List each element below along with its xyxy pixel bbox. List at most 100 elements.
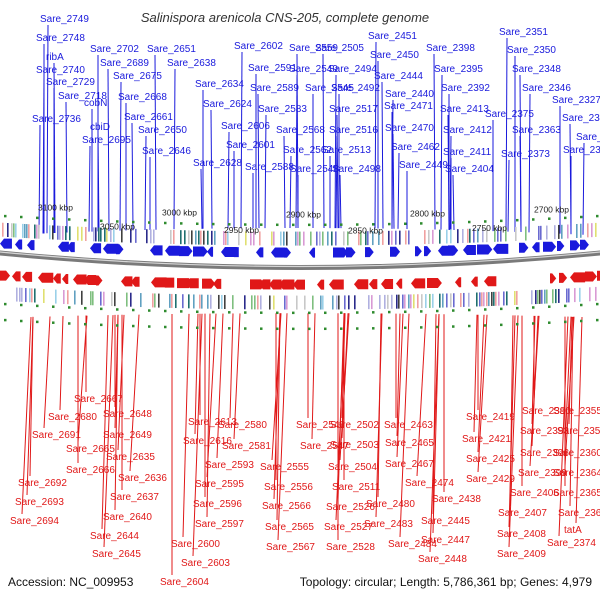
cog-feature	[198, 230, 200, 245]
cog-feature	[38, 224, 40, 239]
gene-label-bottom: Sare_2597	[195, 519, 244, 530]
cog-feature	[303, 231, 305, 246]
gene-arrow-forward	[580, 239, 589, 250]
kbp-tick-label: 3000 kbp	[162, 208, 197, 218]
cog-feature	[371, 295, 373, 310]
cog-feature	[439, 229, 441, 244]
cog-feature	[493, 291, 495, 306]
scale-tick-dot	[388, 310, 391, 314]
gene-label-top: Sare_2462	[391, 142, 440, 153]
cog-feature	[589, 287, 591, 302]
cog-feature	[193, 294, 195, 309]
gene-label-top: Sare_2749	[40, 14, 89, 25]
gene-label-top: Sare_2517	[329, 104, 378, 115]
cog-feature	[284, 295, 286, 310]
cog-feature	[462, 228, 464, 243]
scale-tick-dot	[4, 302, 7, 306]
bottom-label-connector	[477, 314, 485, 453]
scale-tick-dot	[148, 325, 151, 328]
genome-summary: Topology: circular; Length: 5,786,361 bp…	[300, 575, 593, 589]
gene-arrow-reverse	[259, 279, 271, 290]
gene-arrow-forward	[365, 247, 374, 258]
gene-label-top: Sare_2411	[443, 147, 492, 158]
cog-feature	[505, 227, 507, 242]
bottom-label-connector	[508, 315, 519, 548]
cog-feature	[113, 228, 115, 243]
kbp-tick-label: 2800 kbp	[410, 208, 445, 218]
gene-label-bottom: Sare_2547	[300, 441, 349, 452]
cog-feature	[28, 224, 30, 239]
gene-label-top: Sare_2718	[58, 91, 107, 102]
scale-tick-dot	[468, 308, 471, 312]
cog-feature	[65, 226, 67, 241]
gene-label-bottom: Sare_2566	[262, 501, 311, 512]
gene-arrow-reverse	[293, 279, 306, 290]
cog-feature	[367, 231, 369, 246]
scale-tick-dot	[180, 310, 183, 313]
gene-label-bottom: Sare_2546	[296, 420, 345, 431]
gene-label-top: Sare_2628	[193, 158, 242, 169]
gene-label-bottom: Sare_2528	[326, 542, 375, 553]
scale-tick-dot	[436, 325, 439, 329]
gene-arrow-forward	[532, 242, 540, 253]
gene-arrow-forward	[256, 247, 264, 258]
scale-tick-dot	[100, 323, 103, 327]
gene-label-bottom: Sare_2474	[405, 478, 454, 489]
gene-label-top: Sare_2324	[562, 113, 600, 124]
kbp-tick-label: 2750 kbp	[472, 223, 507, 233]
gene-label-top: cbiD	[90, 122, 110, 133]
cog-feature	[245, 231, 247, 246]
scale-tick-dot	[276, 311, 279, 315]
gene-label-bottom: Sare_2502	[330, 420, 379, 431]
cog-feature	[11, 223, 13, 238]
gene-arrow-reverse	[121, 276, 133, 287]
genome-backbone	[0, 250, 600, 270]
cog-feature	[104, 227, 106, 242]
bottom-label-connector	[117, 314, 125, 451]
map-title: Salinispora arenicola CNS-205, complete …	[141, 10, 429, 25]
cog-feature	[238, 231, 240, 246]
scale-tick-dot	[564, 320, 567, 324]
gene-arrow-reverse	[354, 279, 369, 290]
top-label-connector	[283, 135, 286, 229]
top-label-connector	[173, 68, 176, 230]
scale-tick-dot	[500, 307, 503, 311]
gene-label-bottom: Sare_2503	[330, 440, 379, 451]
gene-label-bottom: tatA	[564, 525, 582, 536]
cog-feature	[232, 295, 234, 310]
cog-feature	[146, 229, 148, 244]
cog-feature	[130, 228, 132, 243]
cog-feature	[360, 231, 362, 246]
gene-label-bottom: Sare_2666	[66, 465, 115, 476]
scale-tick-dot	[324, 327, 327, 331]
cog-feature	[93, 227, 95, 242]
cog-feature	[299, 231, 301, 246]
top-label-connector	[519, 135, 522, 233]
scale-tick-dot	[196, 326, 199, 330]
cog-feature	[372, 231, 374, 246]
bottom-label-connector	[558, 316, 569, 537]
gene-label-bottom: Sare_2393	[520, 426, 569, 437]
gene-label-bottom: Sare_2438	[432, 494, 481, 505]
scale-tick-dot	[500, 219, 503, 223]
cog-feature	[358, 231, 360, 246]
top-label-connector	[88, 145, 91, 232]
top-label-connector	[334, 74, 337, 229]
scale-tick-dot	[244, 311, 247, 314]
bottom-label-connector	[276, 313, 281, 521]
cog-feature	[327, 231, 329, 246]
cog-feature	[271, 231, 273, 246]
scale-tick-dot	[132, 324, 135, 328]
gene-arrow-reverse	[96, 275, 103, 286]
cog-feature	[153, 229, 155, 244]
cog-feature	[98, 227, 100, 242]
top-label-connector	[200, 168, 203, 229]
cog-feature	[170, 229, 172, 244]
bottom-label-connector	[569, 316, 574, 507]
cog-feature	[152, 293, 154, 308]
cog-feature	[62, 225, 64, 240]
gene-label-top: Sare_2392	[441, 83, 490, 94]
top-label-connector	[392, 133, 395, 229]
bottom-label-connector	[564, 316, 572, 447]
cog-feature	[579, 287, 581, 302]
